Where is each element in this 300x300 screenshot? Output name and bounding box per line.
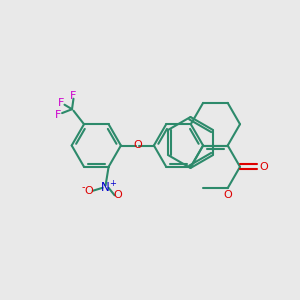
Text: O: O: [223, 190, 232, 200]
Text: +: +: [109, 179, 116, 188]
Text: N: N: [101, 181, 110, 194]
Text: O: O: [113, 190, 122, 200]
Text: F: F: [55, 110, 62, 120]
Text: O: O: [85, 186, 94, 196]
Text: O: O: [133, 140, 142, 151]
Text: -: -: [82, 182, 85, 192]
Text: O: O: [259, 162, 268, 172]
Text: F: F: [58, 98, 65, 108]
Text: F: F: [70, 91, 77, 101]
